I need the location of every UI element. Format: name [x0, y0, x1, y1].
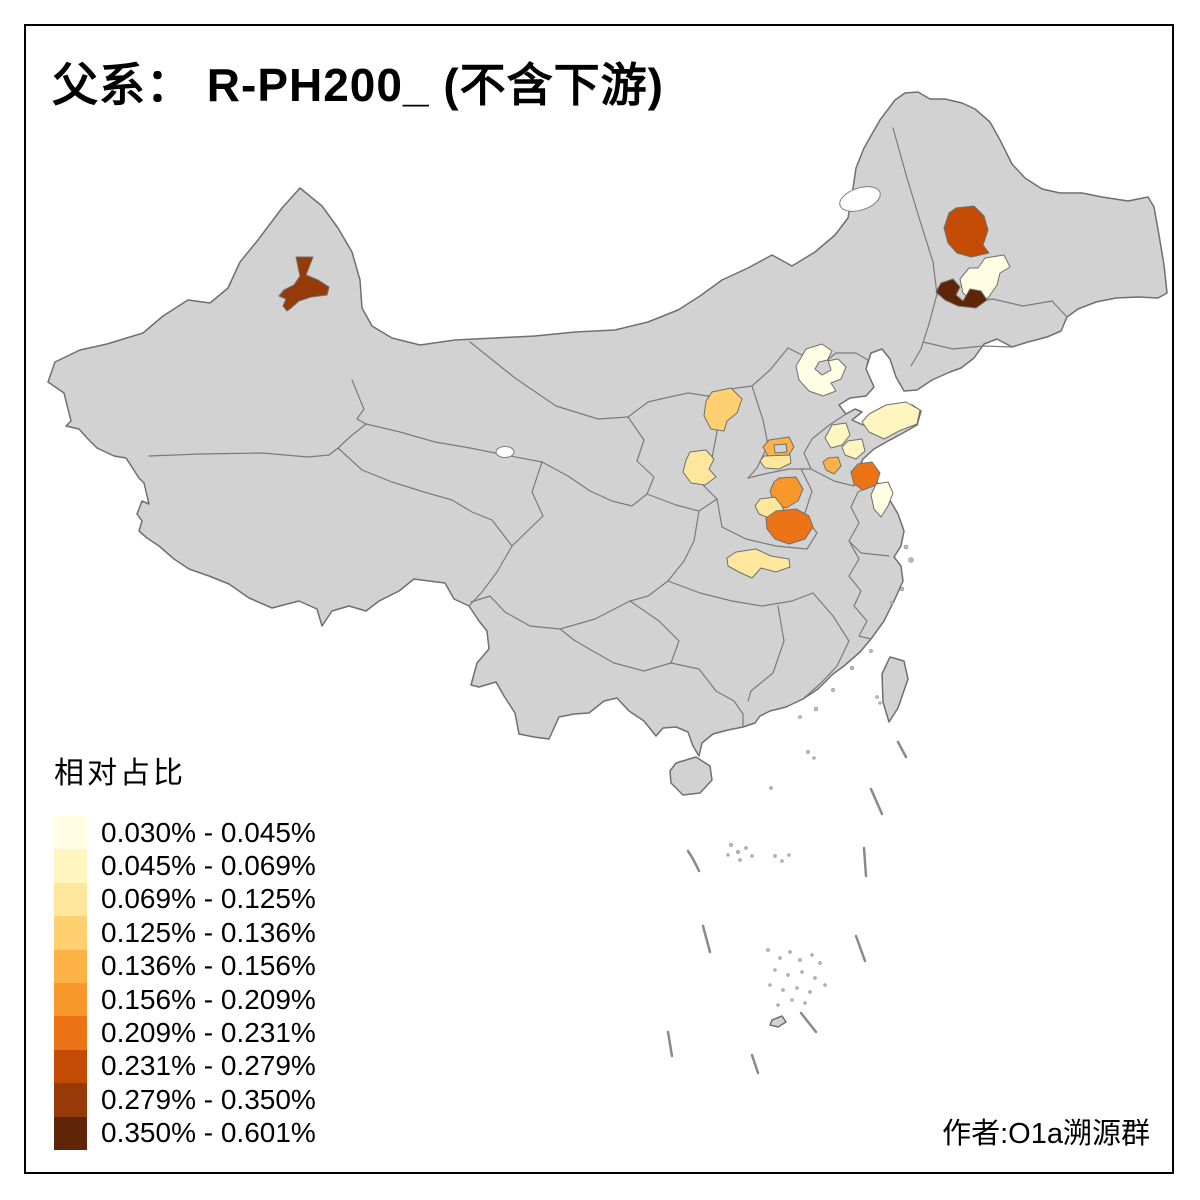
page-title: 父系： R-PH200_ (不含下游) [52, 59, 664, 111]
china-mainland [47, 91, 1168, 757]
legend-row: 0.045% - 0.069% [54, 849, 316, 883]
region-southern-henan [765, 508, 814, 545]
region-central-shaanxi [682, 449, 717, 486]
legend-label: 0.350% - 0.601% [101, 1117, 316, 1149]
legend-row: 0.279% - 0.350% [54, 1083, 316, 1117]
legend-row: 0.156% - 0.209% [54, 982, 316, 1017]
legend-label: 0.136% - 0.156% [101, 950, 316, 982]
highlighted-regions [278, 205, 1011, 579]
region-central-shandong-a [824, 422, 851, 449]
legend-row: 0.069% - 0.125% [54, 882, 316, 917]
legend-label: 0.231% - 0.279% [101, 1050, 316, 1082]
nine-dash-line [666, 740, 908, 1075]
legend-swatch [54, 816, 87, 850]
region-shandong-peninsula [861, 401, 921, 440]
legend-swatch [54, 1116, 87, 1150]
legend-label: 0.125% - 0.136% [101, 916, 316, 948]
legend-swatch [54, 982, 87, 1017]
legend-label: 0.156% - 0.209% [101, 983, 316, 1015]
region-north-central-henan [759, 454, 792, 470]
legend-swatch [54, 916, 87, 950]
legend-swatch [54, 1083, 87, 1117]
small-islands [726, 544, 914, 1028]
region-beijing-enclave [814, 359, 832, 376]
region-western-heilongjiang [943, 205, 990, 258]
legend-swatch [54, 1016, 87, 1050]
region-central-henan [769, 476, 804, 509]
region-southern-shandong [822, 456, 842, 475]
legend-label: 0.069% - 0.125% [101, 883, 316, 915]
legend-row: 0.209% - 0.231% [54, 1016, 316, 1050]
legend-swatch [54, 1049, 87, 1084]
hulun-lake [839, 186, 881, 212]
legend-swatch [54, 882, 87, 917]
region-northern-jiangsu [850, 461, 881, 491]
taiwan-island [881, 656, 909, 723]
legend-label: 0.279% - 0.350% [101, 1083, 316, 1115]
legend-row: 0.125% - 0.136% [54, 916, 316, 950]
region-southern-heilongjiang [935, 278, 988, 309]
legend-label: 0.209% - 0.231% [101, 1017, 316, 1049]
legend-title: 相对占比 [54, 757, 186, 790]
qinghai-lake [495, 446, 515, 458]
region-northern-shaanxi [703, 387, 743, 432]
legend-row: 0.030% - 0.045% [54, 816, 316, 850]
region-central-shandong-b [841, 438, 866, 460]
legend-label: 0.045% - 0.069% [101, 850, 316, 882]
region-northern-xinjiang [278, 256, 330, 312]
region-jiangsu-coast [870, 481, 894, 518]
attribution: 作者:O1a溯源群 [942, 1118, 1150, 1150]
legend-row: 0.136% - 0.156% [54, 949, 316, 983]
legend-swatch [54, 849, 87, 883]
hainan-island [669, 756, 713, 796]
legend-row: 0.231% - 0.279% [54, 1049, 316, 1084]
legend: 相对占比 0.030% - 0.045% 0.045% - 0.069% 0.0… [54, 748, 316, 1150]
legend-label: 0.030% - 0.045% [101, 816, 316, 848]
region-northern-hubei [726, 548, 791, 579]
region-northwestern-henan-enclave [773, 443, 788, 454]
legend-row: 0.350% - 0.601% [54, 1116, 316, 1150]
legend-swatch [54, 949, 87, 983]
